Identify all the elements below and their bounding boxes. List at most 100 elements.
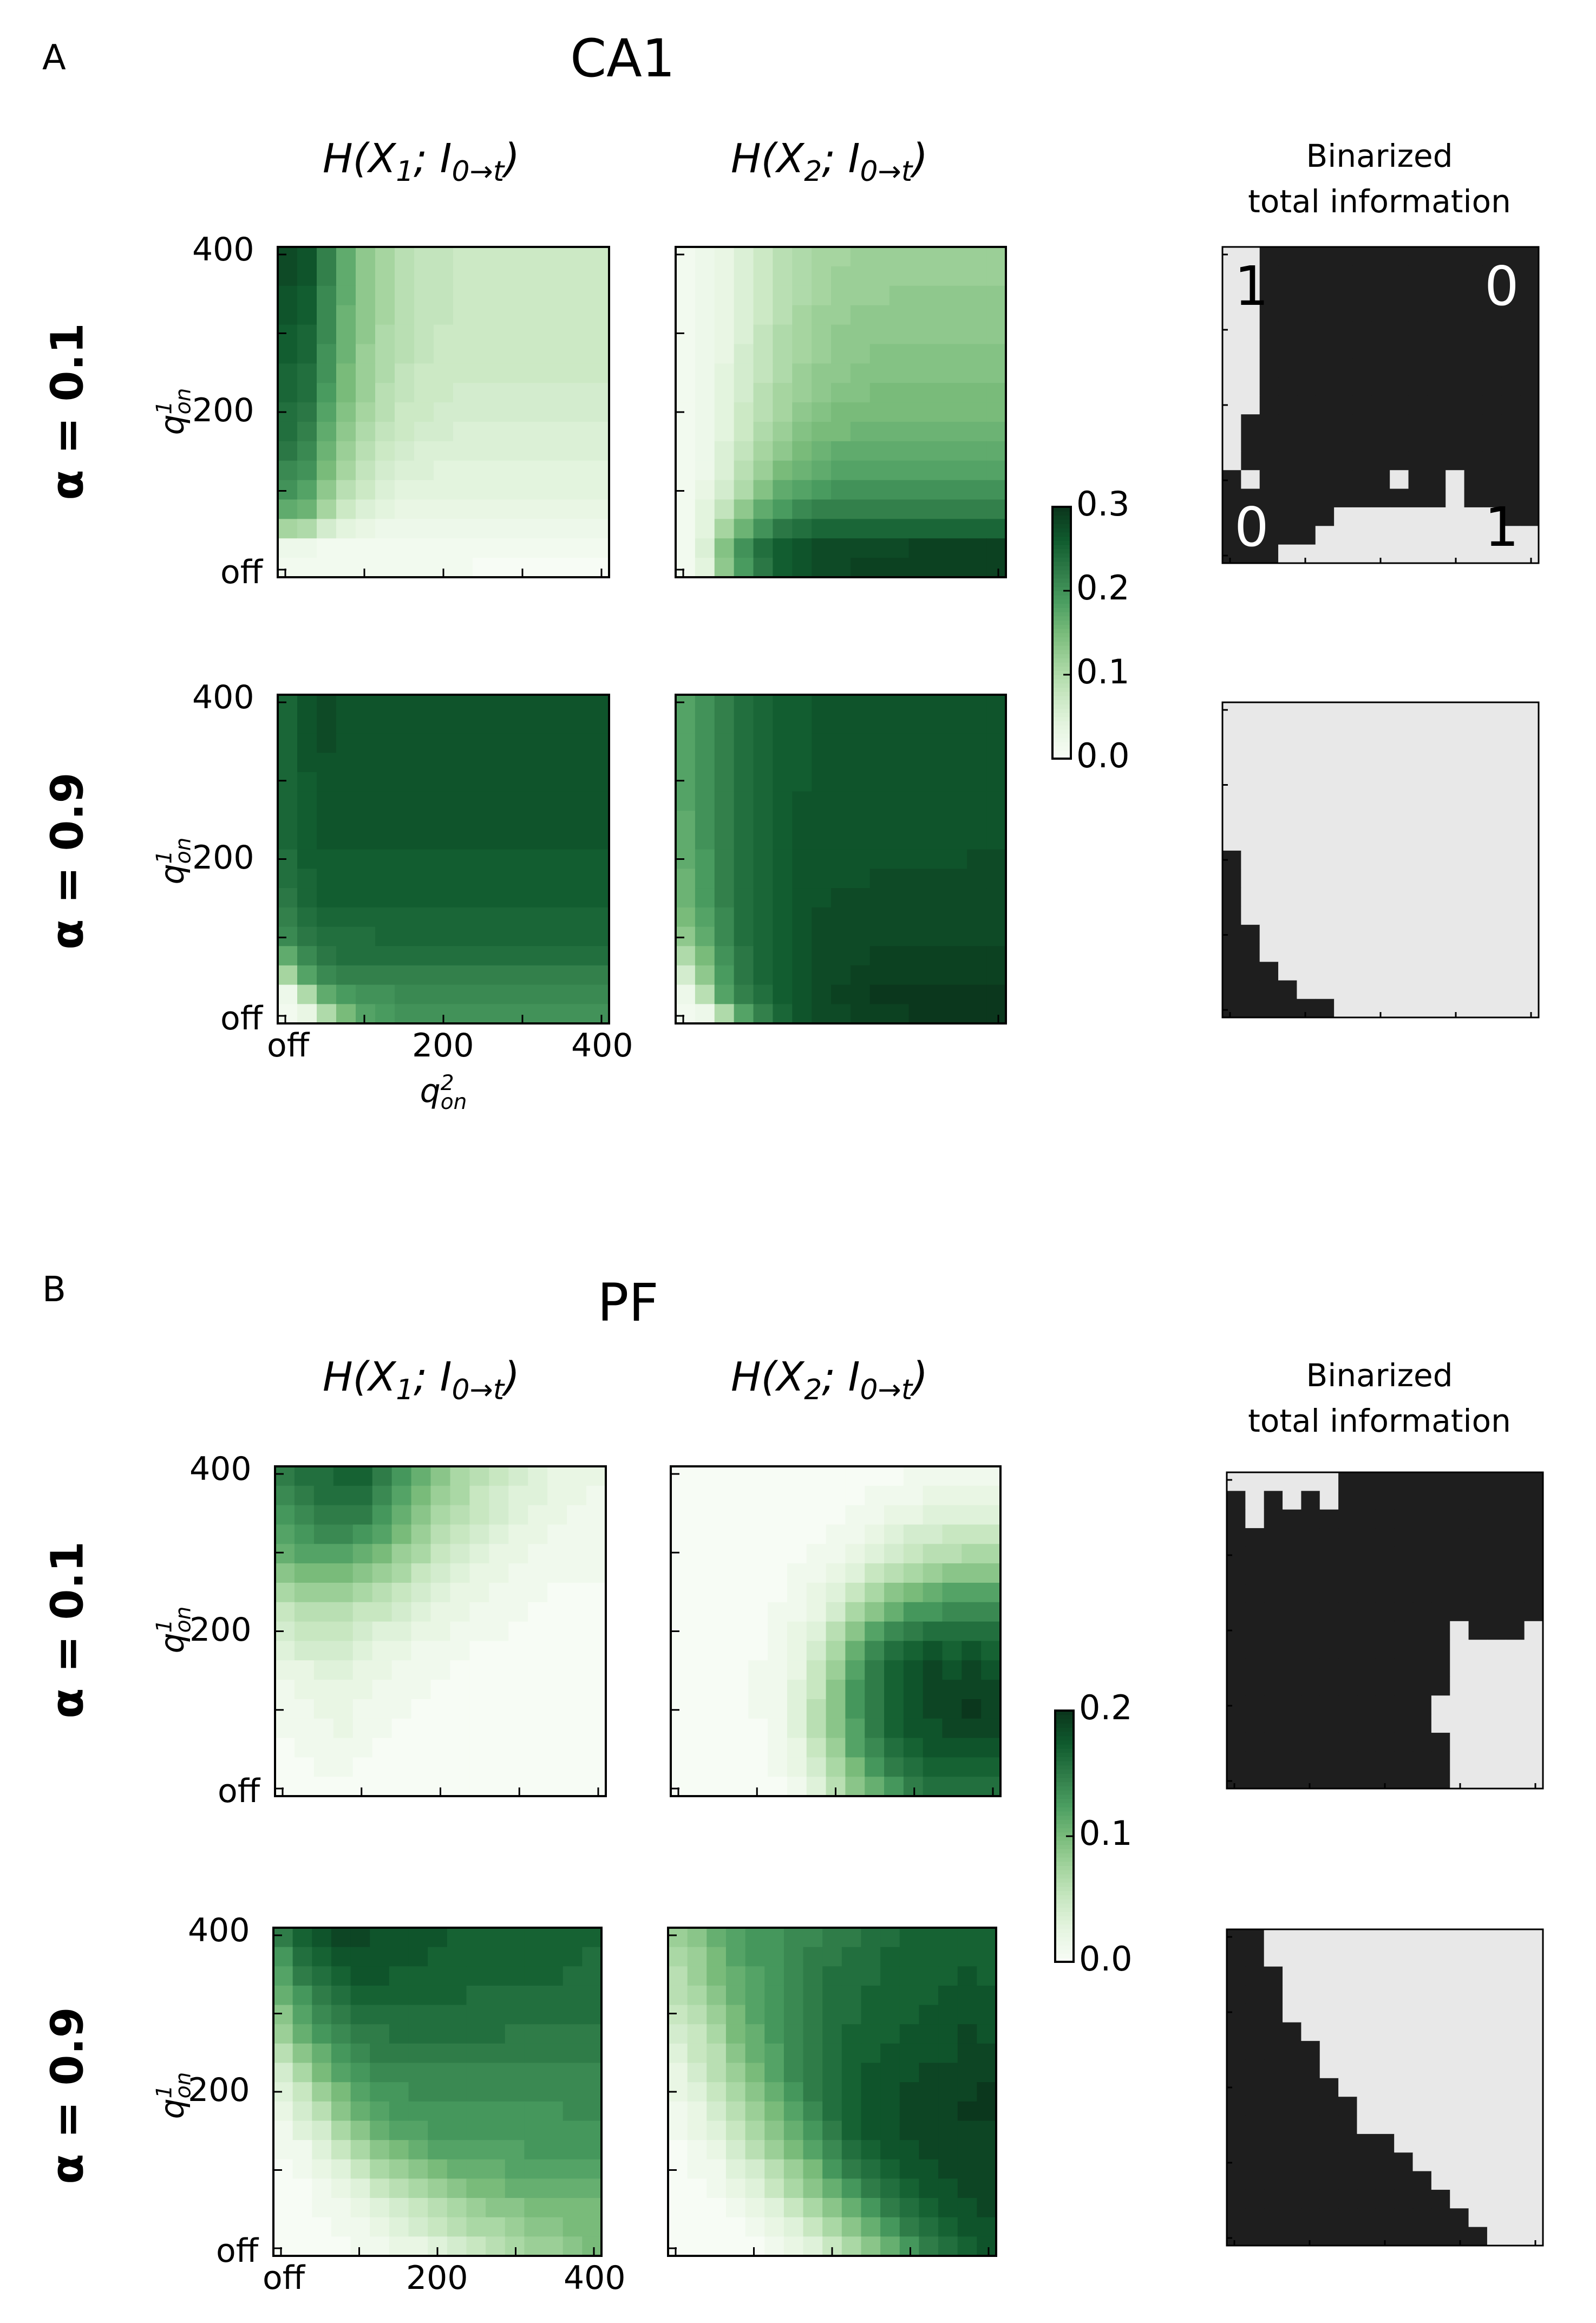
binary-cell: [1487, 1948, 1506, 1967]
heatmap-cell: [748, 1777, 768, 1797]
heatmap-cell: [773, 1004, 793, 1024]
binary-cell: [1501, 702, 1521, 721]
colorbar-segment: [1055, 1869, 1074, 1875]
binary-cell: [1487, 2208, 1506, 2228]
heatmap-cell: [841, 2140, 862, 2160]
heatmap-cell: [734, 811, 754, 831]
heatmap-cell: [356, 1004, 376, 1024]
binary-cell: [1259, 340, 1279, 359]
binary-cell: [1334, 702, 1353, 721]
heatmap-cell: [333, 1485, 354, 1506]
binary-cell: [1338, 1640, 1358, 1659]
heatmap-cell: [473, 965, 493, 986]
binary-cell: [1338, 2152, 1358, 2172]
binary-cell: [1357, 1966, 1376, 1986]
heatmap-cell: [370, 2140, 390, 2160]
binary-cell: [1259, 924, 1279, 944]
heatmap-cell: [928, 441, 948, 461]
binary-cell: [1394, 1751, 1414, 1771]
heatmap-cell: [547, 1641, 567, 1661]
heatmap-cell: [919, 2063, 939, 2083]
heatmap-cell: [469, 1621, 489, 1642]
heatmap-cell: [812, 791, 832, 811]
binary-cell: [1394, 1929, 1414, 1948]
binary-cell: [1227, 2022, 1246, 2041]
heatmap-cell: [512, 946, 532, 966]
binary-cell: [1297, 507, 1316, 526]
binary-cell: [1264, 1491, 1283, 1510]
heatmap-cell: [356, 926, 376, 947]
binary-cell: [1524, 1966, 1543, 1986]
heatmap-cell: [531, 499, 551, 519]
binary-cell: [1450, 2097, 1469, 2116]
binary-cell: [1487, 2189, 1506, 2209]
heatmap-cell: [957, 2063, 977, 2083]
heatmap-cell: [473, 830, 493, 850]
heatmap-cell: [331, 2140, 351, 2160]
binary-cell: [1338, 2171, 1358, 2190]
binary-cell: [1357, 2208, 1376, 2228]
binary-cell: [1241, 433, 1260, 452]
binary-cell: [1464, 488, 1483, 508]
heatmap-cell: [544, 1928, 564, 1948]
binary-cell: [1334, 850, 1353, 870]
binary-cell: [1520, 980, 1539, 1000]
heatmap-cell: [981, 1777, 1001, 1797]
heatmap-cell: [676, 558, 696, 578]
heatmap-cell: [411, 1563, 431, 1583]
heatmap-cell: [957, 2043, 977, 2064]
heatmap-cell: [586, 1699, 606, 1719]
heatmap-cell: [486, 2005, 506, 2025]
heatmap-cell: [668, 2198, 688, 2218]
binary-cell: [1390, 451, 1409, 471]
heatmap-cell: [414, 499, 434, 519]
heatmap-cell: [408, 2101, 428, 2122]
binary-cell: [1487, 1695, 1506, 1715]
binary-cell: [1408, 980, 1428, 1000]
heatmap-cell: [551, 344, 571, 364]
binary-cell: [1468, 1658, 1488, 1678]
heatmap-cell: [806, 1680, 827, 1700]
heatmap-cell: [453, 753, 473, 773]
heatmap-cell: [773, 849, 793, 869]
binary-cell: [1390, 906, 1409, 925]
heatmap-cell: [787, 1582, 807, 1603]
heatmap-cell: [947, 344, 967, 364]
heatmap-cell: [336, 1004, 356, 1024]
colorbar-segment: [1055, 1928, 1074, 1933]
binary-cell: [1487, 2078, 1506, 2097]
heatmap-cell: [531, 538, 551, 558]
binary-cell: [1259, 507, 1279, 526]
heatmap-cell: [967, 907, 987, 928]
binary-cell: [1390, 795, 1409, 814]
binary-cell: [1468, 2059, 1488, 2079]
heatmap-cell: [792, 772, 812, 792]
binary-cell: [1222, 832, 1241, 851]
heatmap-cell: [370, 1928, 390, 1948]
binary-cell: [1524, 1547, 1543, 1566]
heatmap-cell: [865, 1544, 885, 1564]
axis-var-subscript: on: [171, 1606, 196, 1633]
heatmap-cell: [333, 1582, 354, 1603]
heatmap-cell: [676, 538, 696, 558]
heatmap-cell: [783, 1947, 804, 1967]
heatmap-cell: [714, 558, 735, 578]
heatmap-cell: [372, 1680, 393, 1700]
binary-cell: [1352, 906, 1372, 925]
title-x: X: [368, 135, 396, 182]
heatmap-cell: [707, 2063, 727, 2083]
heatmap-cell: [768, 1680, 788, 1700]
heatmap-cell: [687, 1947, 707, 1967]
heatmap-cell: [450, 1505, 470, 1525]
binary-cell: [1241, 377, 1260, 396]
heatmap-cell: [812, 965, 832, 986]
heatmap-cell: [590, 907, 610, 928]
binary-cell: [1352, 813, 1372, 833]
heatmap-cell: [551, 421, 571, 442]
heatmap-cell: [826, 1718, 846, 1739]
binary-cell: [1408, 702, 1428, 721]
binary-cell: [1352, 358, 1372, 378]
binary-cell: [1524, 2115, 1543, 2135]
heatmap-cell: [350, 2198, 370, 2218]
heatmap-cell: [278, 791, 298, 811]
